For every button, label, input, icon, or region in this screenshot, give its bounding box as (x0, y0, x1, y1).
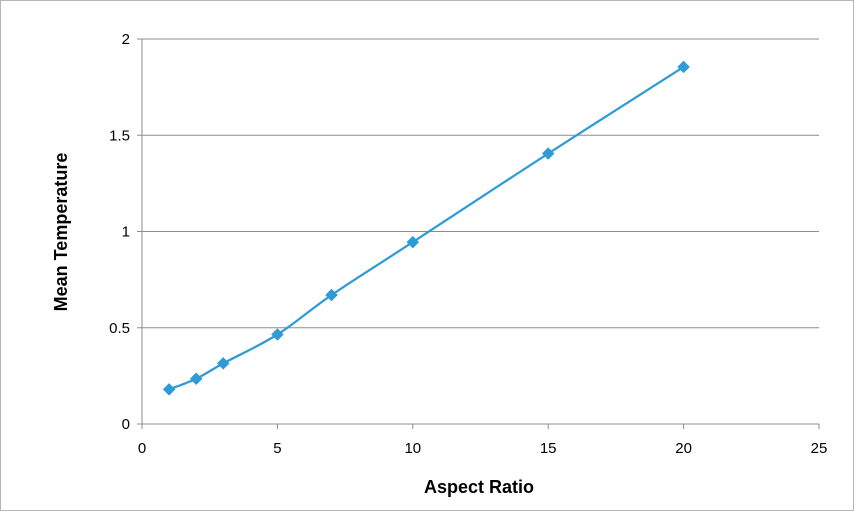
data-point-0 (162, 382, 176, 396)
series-group (162, 60, 690, 396)
gridlines (142, 38, 819, 329)
x-tick-label: 10 (404, 440, 421, 457)
x-tick-label: 15 (540, 440, 557, 457)
axes (137, 38, 820, 429)
x-tick-label: 20 (675, 440, 692, 457)
y-tick-label: 2 (122, 31, 130, 48)
y-tick-label: 0 (122, 416, 130, 433)
data-point-3 (271, 328, 284, 341)
x-tick-label: 5 (273, 440, 281, 457)
data-point-5 (406, 235, 420, 249)
x-tick-label: 0 (138, 440, 146, 457)
data-point-6 (541, 147, 555, 160)
data-point-1 (189, 372, 203, 386)
x-tick-label: 25 (811, 440, 828, 457)
x-axis-title: Aspect Ratio (424, 477, 534, 497)
y-axis-title: Mean Temperature (51, 153, 71, 312)
series-line-0 (168, 65, 685, 391)
data-point-4 (325, 288, 338, 302)
data-point-2 (216, 357, 230, 370)
x-tick-labels: 0 5 10 15 20 25 (138, 440, 828, 457)
data-point-7 (677, 60, 690, 74)
y-tick-label: 1.5 (109, 127, 130, 144)
y-tick-label: 1 (122, 224, 130, 241)
y-tick-label: 0.5 (109, 320, 130, 337)
y-tick-labels: 0 0.5 1 1.5 2 (109, 31, 130, 433)
